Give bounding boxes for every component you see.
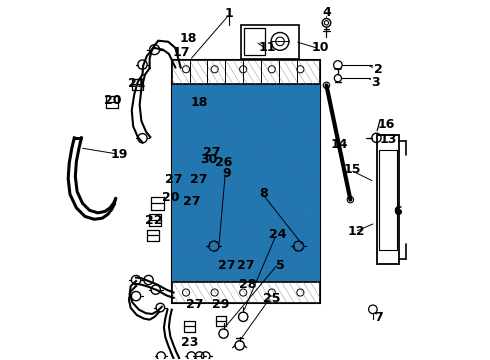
Text: 20: 20 bbox=[162, 192, 179, 204]
Text: 17: 17 bbox=[172, 46, 190, 59]
Text: 16: 16 bbox=[377, 118, 395, 131]
Bar bbox=[172, 282, 320, 303]
Text: 20: 20 bbox=[104, 94, 122, 107]
Text: 5: 5 bbox=[276, 258, 285, 271]
Text: 30: 30 bbox=[200, 153, 218, 166]
Text: 27: 27 bbox=[190, 173, 207, 186]
Bar bbox=[172, 60, 320, 303]
Bar bbox=[245, 28, 265, 55]
Text: 27: 27 bbox=[165, 173, 182, 186]
Text: 29: 29 bbox=[212, 298, 229, 311]
Text: 27: 27 bbox=[203, 146, 221, 159]
Text: 14: 14 bbox=[331, 139, 348, 152]
Text: 21: 21 bbox=[128, 77, 146, 90]
Bar bbox=[379, 150, 397, 249]
Text: 3: 3 bbox=[371, 76, 380, 89]
Bar bbox=[172, 60, 320, 84]
Text: 18: 18 bbox=[191, 96, 208, 109]
Text: 11: 11 bbox=[258, 41, 276, 54]
Bar bbox=[242, 24, 298, 59]
Text: 27: 27 bbox=[183, 195, 201, 208]
Text: 4: 4 bbox=[323, 6, 332, 19]
Text: 10: 10 bbox=[312, 41, 329, 54]
Text: 24: 24 bbox=[269, 228, 287, 241]
Text: 2: 2 bbox=[373, 63, 382, 76]
Text: 27: 27 bbox=[186, 298, 203, 311]
Text: 12: 12 bbox=[348, 225, 365, 238]
Text: 25: 25 bbox=[263, 292, 281, 305]
Text: 7: 7 bbox=[374, 311, 383, 324]
Text: 27: 27 bbox=[237, 258, 254, 271]
Text: 26: 26 bbox=[215, 156, 232, 168]
Text: 13: 13 bbox=[380, 134, 397, 147]
Text: 23: 23 bbox=[181, 336, 198, 349]
Bar bbox=[172, 60, 320, 303]
Bar bbox=[377, 135, 398, 264]
Text: 15: 15 bbox=[343, 163, 361, 176]
Text: 28: 28 bbox=[239, 278, 257, 291]
Text: 22: 22 bbox=[145, 213, 163, 226]
Text: 19: 19 bbox=[111, 148, 128, 161]
Text: 1: 1 bbox=[224, 8, 233, 21]
Text: 8: 8 bbox=[259, 187, 268, 200]
Text: 6: 6 bbox=[393, 205, 402, 218]
Text: 9: 9 bbox=[222, 167, 231, 180]
Text: 27: 27 bbox=[218, 258, 235, 271]
Text: 18: 18 bbox=[180, 32, 197, 45]
